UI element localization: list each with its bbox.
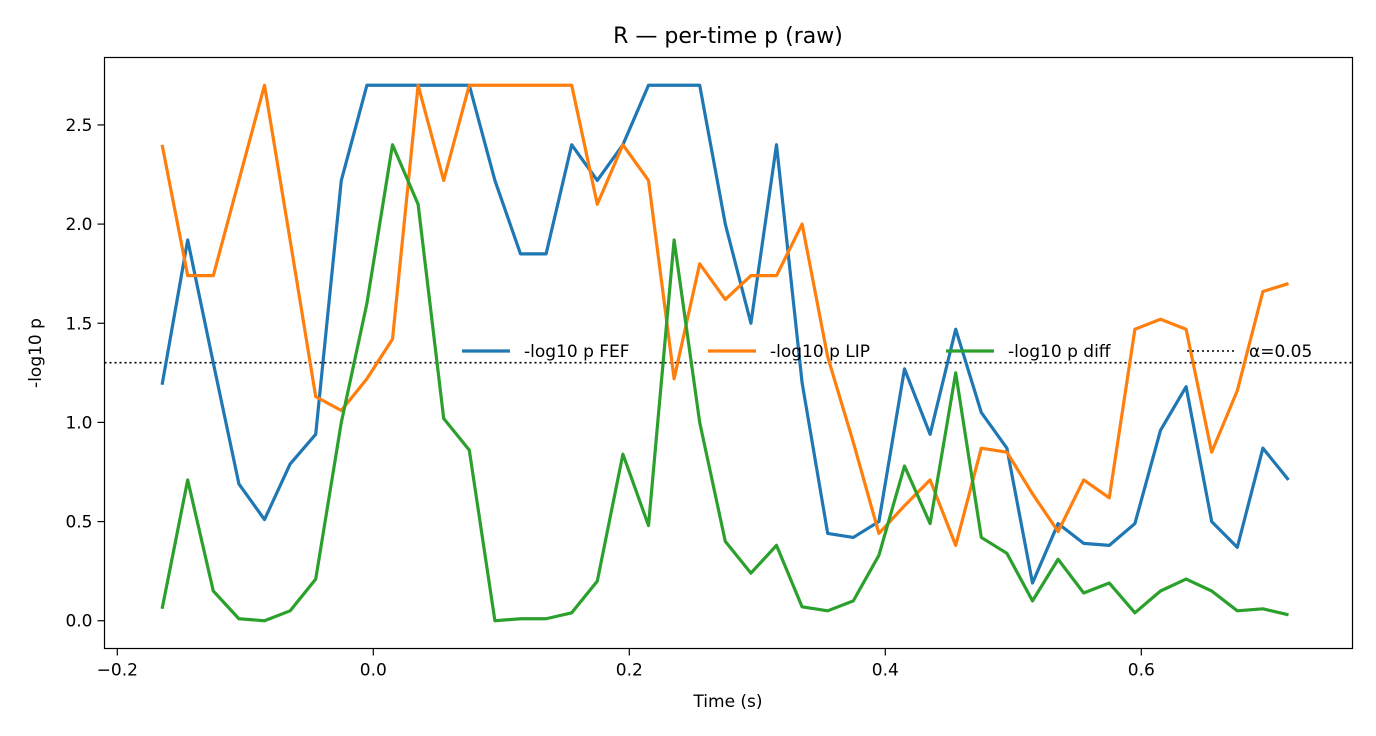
x-tick-label: 0.2 — [616, 661, 643, 681]
legend-label-3: α=0.05 — [1249, 342, 1312, 362]
x-tick-label: −0.2 — [97, 661, 138, 681]
series-line-2 — [160, 143, 1289, 623]
x-axis-ticks: −0.2 0.0 0.2 0.4 0.6 — [97, 648, 1155, 681]
y-tick-label: 1.0 — [65, 413, 92, 433]
y-axis-label: -log10 p — [26, 318, 46, 388]
legend-label-1: -log10 p LIP — [770, 342, 870, 362]
legend: -log10 p FEF -log10 p LIP -log10 p diff α=0… — [462, 342, 1312, 362]
y-axis-ticks: 0.0 0.5 1.0 1.5 2.0 2.5 — [65, 116, 105, 632]
y-tick-label: 2.0 — [65, 215, 92, 235]
x-tick-label: 0.0 — [360, 661, 387, 681]
x-tick-label: 0.6 — [1128, 661, 1155, 681]
chart-title: R — per-time p (raw) — [613, 24, 843, 49]
series-group — [160, 83, 1290, 623]
y-tick-label: 0.5 — [65, 513, 92, 533]
legend-label-0: -log10 p FEF — [524, 342, 630, 362]
x-axis-label: Time (s) — [692, 692, 762, 712]
y-tick-label: 2.5 — [65, 116, 92, 136]
series-line-0 — [160, 83, 1290, 585]
y-tick-label: 1.5 — [65, 314, 92, 334]
y-tick-label: 0.0 — [65, 612, 92, 632]
legend-label-2: -log10 p diff — [1008, 342, 1112, 362]
x-tick-label: 0.4 — [872, 661, 899, 681]
series-line-1 — [160, 83, 1289, 547]
plot-frame — [103, 56, 1354, 650]
